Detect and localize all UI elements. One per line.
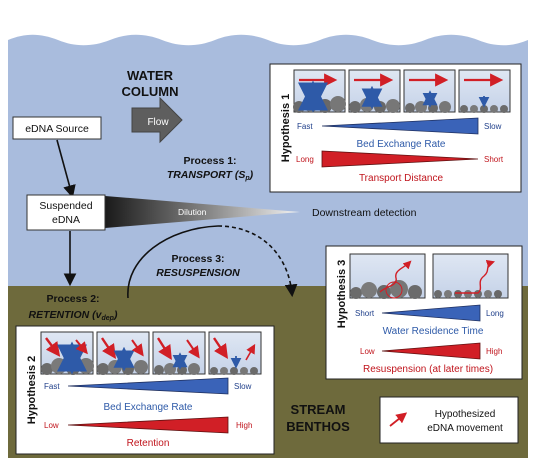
h3-water-residence-wedge — [381, 304, 481, 322]
stream-benthos-label-2: BENTHOS — [286, 419, 350, 434]
h2-bar1-right: Slow — [234, 382, 252, 391]
hypothesis3-panel: Hypothesis 3 Short Long Water Residence … — [325, 245, 523, 380]
hypothesis2-well-1 — [40, 331, 94, 375]
h2-retention-wedge — [67, 416, 229, 434]
hypothesis3-label: Hypothesis 3 — [336, 260, 348, 328]
legend: Hypothesized eDNA movement — [379, 396, 519, 444]
hypothesis2-label: Hypothesis 2 — [26, 356, 38, 424]
h2-bar1-caption: Bed Exchange Rate — [104, 402, 193, 413]
h1-bar2-right: Short — [484, 155, 504, 164]
flow-label: Flow — [147, 117, 169, 128]
h3-bar1-caption: Water Residence Time — [383, 326, 484, 337]
process3-title: Process 3: — [171, 253, 224, 265]
stream-benthos-label: STREAM — [291, 402, 346, 417]
h3-bar2-caption: Resuspension (at later times) — [363, 364, 493, 375]
h2-bar2-caption: Retention — [127, 438, 170, 449]
water-column-label: WATER — [127, 68, 174, 83]
h3-bar1-right: Long — [486, 309, 504, 318]
water-column-label-2: COLUMN — [121, 84, 178, 99]
downstream-detection-label: Downstream detection — [312, 207, 417, 219]
legend-red-arrow-icon — [389, 412, 408, 427]
h2-bar1-left: Fast — [44, 382, 60, 391]
suspended-edna-label-2: eDNA — [52, 214, 80, 226]
h1-bar2-caption: Transport Distance — [359, 173, 444, 184]
h3-bar2-right: High — [486, 347, 502, 356]
hypothesis1-panel: Hypothesis 1 Fast — [269, 63, 522, 193]
hypothesis1-well-1 — [293, 69, 346, 113]
dilution-label: Dilution — [178, 207, 207, 217]
process1-title: Process 1: — [183, 155, 236, 167]
h1-bar1-right: Slow — [484, 122, 502, 131]
h3-bar1-left: Short — [355, 309, 375, 318]
edna-source-label: eDNA Source — [25, 123, 89, 135]
hypothesis1-well-2 — [348, 69, 401, 113]
h2-bed-exchange-wedge — [67, 377, 229, 395]
hypothesis2-well-2 — [96, 331, 150, 375]
hypothesis1-label: Hypothesis 1 — [280, 94, 292, 162]
hypothesis3-well-2 — [432, 253, 509, 299]
legend-label-2: eDNA movement — [427, 423, 503, 434]
h1-transport-distance-wedge — [321, 150, 479, 168]
h1-bed-exchange-wedge — [321, 117, 479, 135]
process3-name: RESUSPENSION — [156, 267, 240, 279]
suspended-edna-box — [26, 194, 106, 231]
h2-bar2-right: High — [236, 421, 252, 430]
h1-bar1-caption: Bed Exchange Rate — [357, 139, 446, 150]
source-to-suspended-arrow — [56, 139, 76, 199]
h3-resuspension-wedge — [381, 342, 481, 360]
hypothesis1-well-3 — [403, 69, 456, 113]
process2-name: RETENTION (vdep) — [29, 309, 118, 322]
h1-bar2-left: Long — [296, 155, 314, 164]
hypothesis2-well-4 — [208, 331, 262, 375]
h2-bar2-left: Low — [44, 421, 59, 430]
edna-source-box — [12, 116, 102, 140]
flow-arrow — [131, 96, 183, 144]
resuspension-arc-solid — [127, 225, 219, 299]
h3-bar2-left: Low — [360, 347, 375, 356]
hypothesis3-well-1 — [349, 253, 426, 299]
hypothesis2-well-3 — [152, 331, 206, 375]
hypothesis1-well-4 — [458, 69, 511, 113]
suspended-edna-label: Suspended — [39, 200, 92, 212]
dilution-wedge — [105, 196, 300, 228]
hypothesis2-panel: Hypothesis 2 — [15, 325, 275, 455]
legend-label: Hypothesized — [435, 409, 496, 420]
process1-name: TRANSPORT (Sp) — [167, 169, 254, 182]
h1-bar1-left: Fast — [297, 122, 313, 131]
process2-title: Process 2: — [46, 293, 99, 305]
